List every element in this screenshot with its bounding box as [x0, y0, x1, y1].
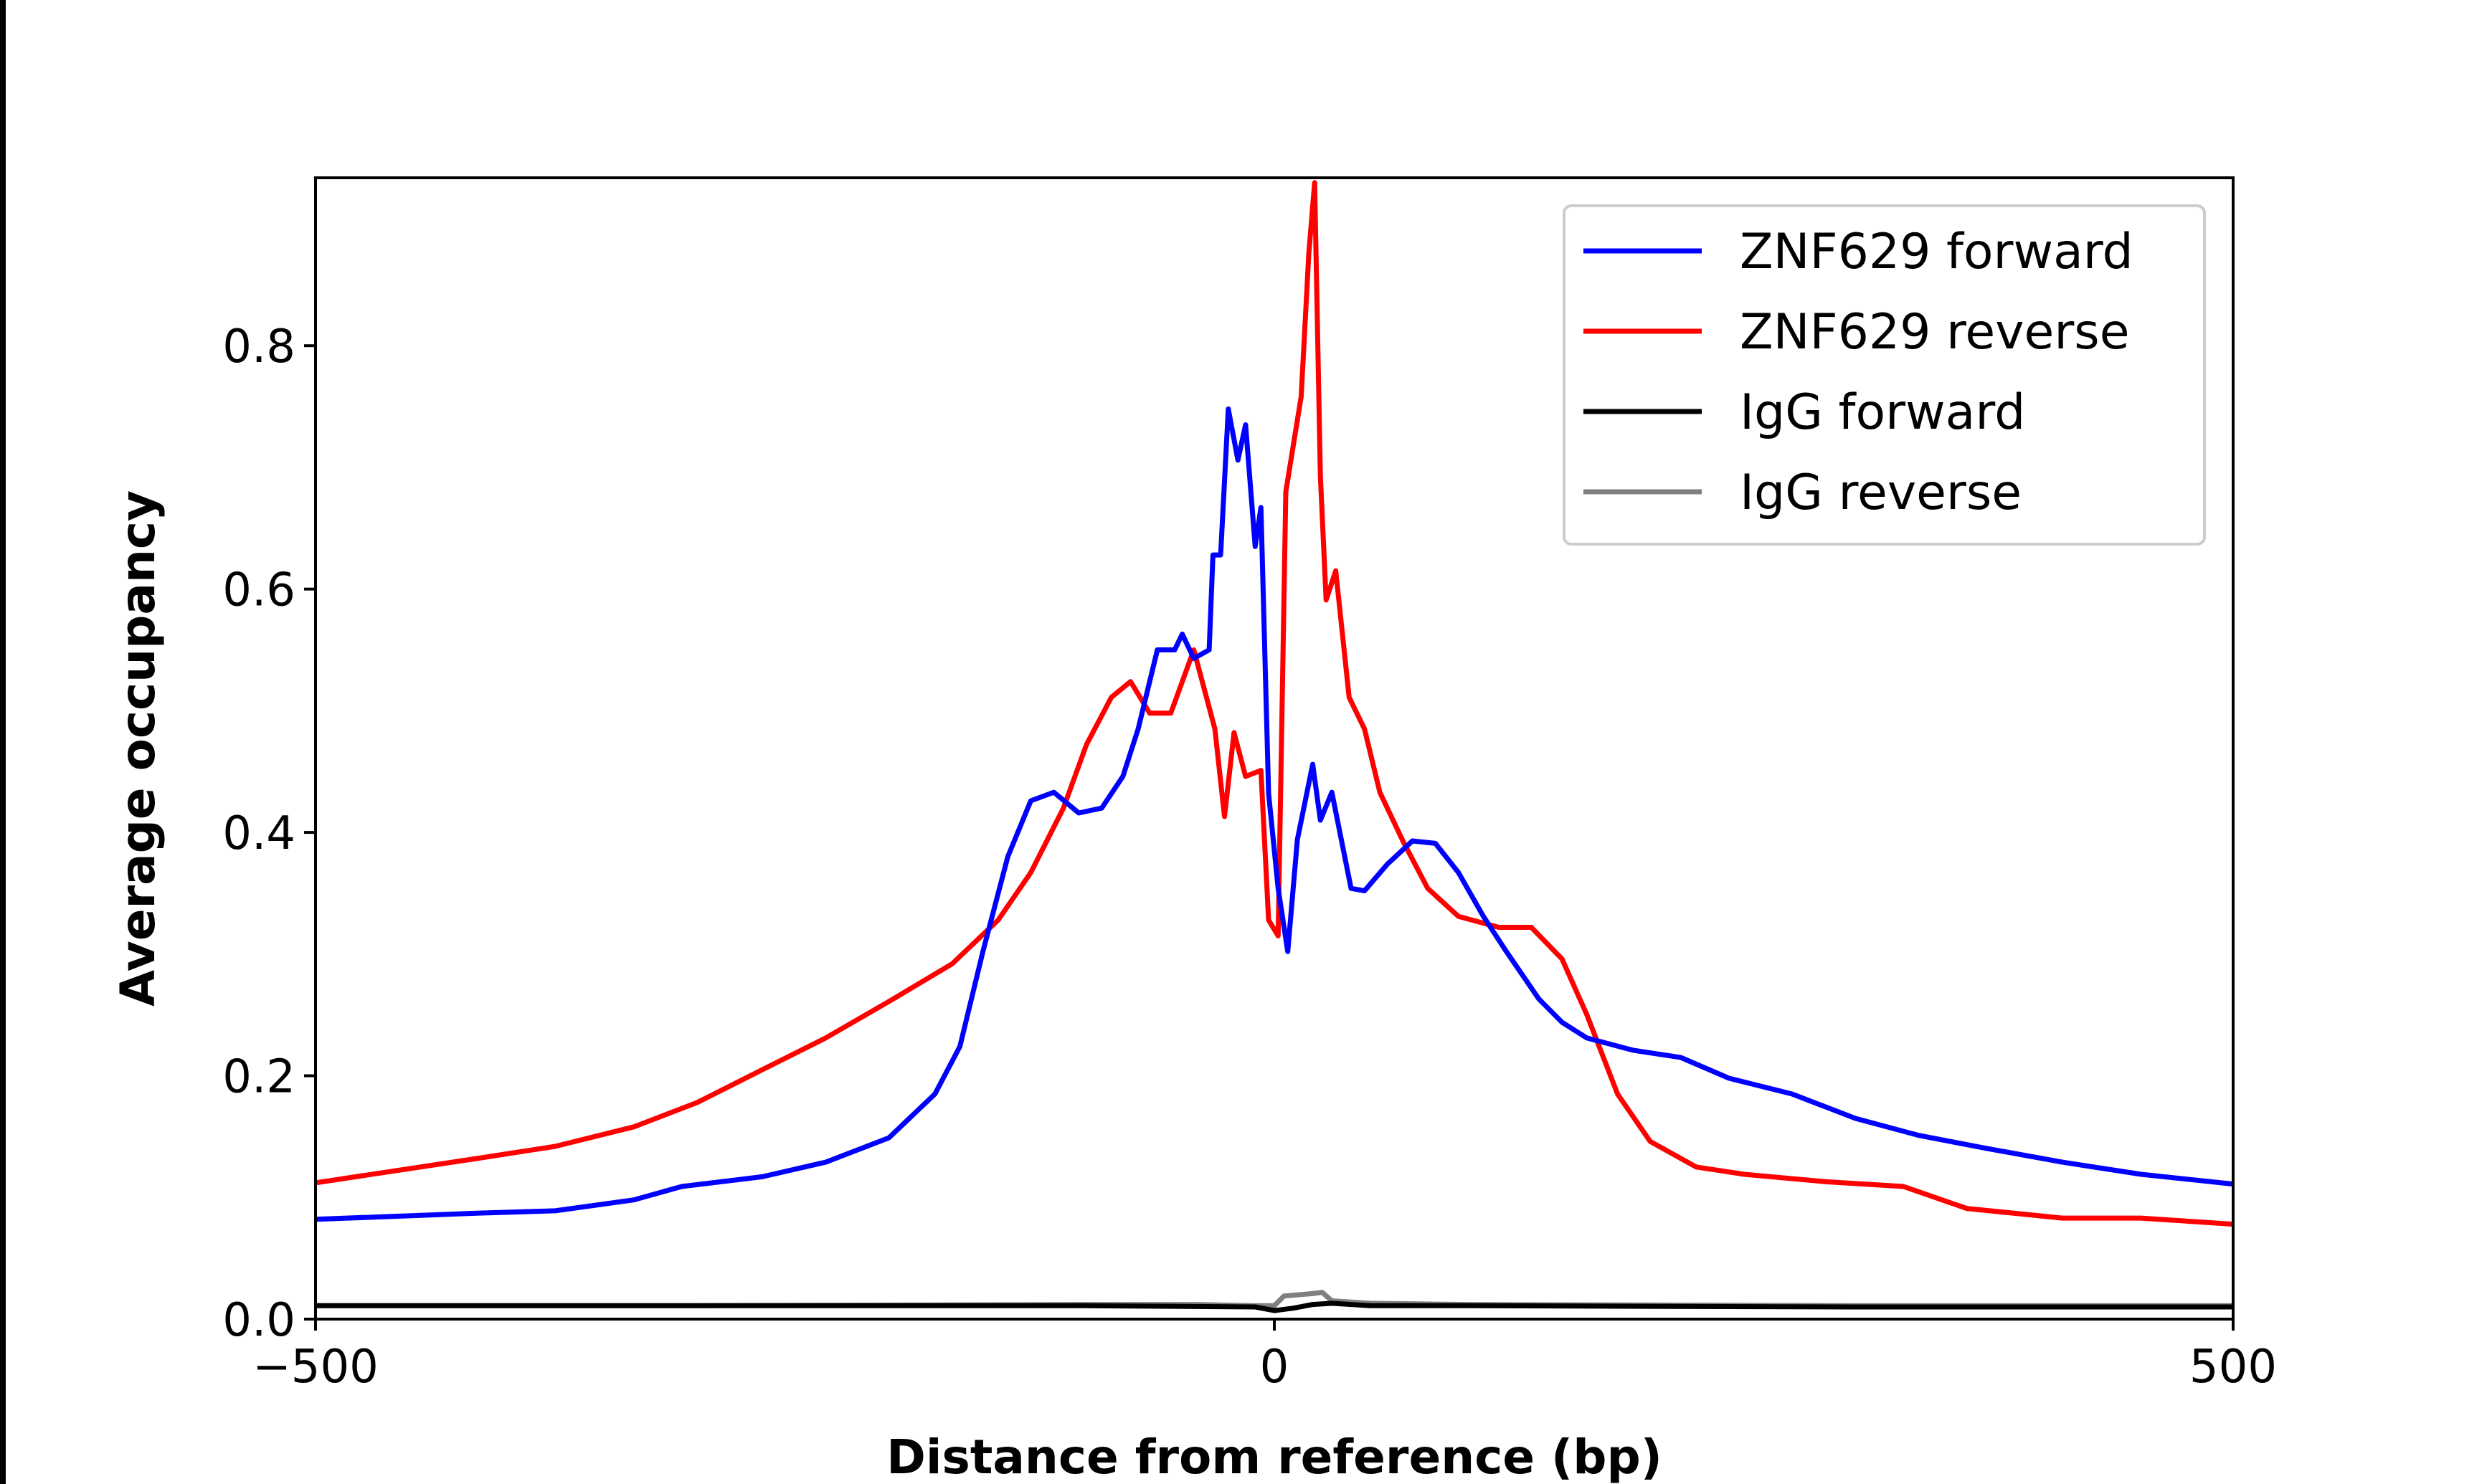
x-axis-label: Distance from reference (bp) — [886, 1430, 1662, 1484]
series-line-1 — [315, 180, 2234, 1227]
x-tick-label: 0 — [1260, 1341, 1289, 1394]
x-tick-label: 500 — [2189, 1341, 2277, 1394]
y-tick-label: 0.4 — [222, 807, 295, 860]
series-layer — [315, 180, 2234, 1313]
x-tick-label: −500 — [252, 1341, 379, 1394]
legend-label-2: IgG forward — [1740, 384, 2025, 441]
y-tick-label: 0.0 — [222, 1294, 295, 1347]
legend-label-0: ZNF629 forward — [1740, 224, 2133, 280]
y-tick-label: 0.2 — [222, 1051, 295, 1104]
series-line-0 — [315, 406, 2234, 1222]
legend-label-3: IgG reverse — [1740, 465, 2022, 521]
y-tick-label: 0.8 — [222, 320, 295, 374]
y-tick-label: 0.6 — [222, 564, 295, 617]
legend-label-1: ZNF629 reverse — [1740, 304, 2130, 361]
legend-box — [1563, 204, 2206, 546]
series-line-2 — [316, 1300, 2233, 1313]
ticks-layer: −500 0 500 0.0 0.2 0.4 0.6 0.8 — [222, 320, 2277, 1394]
y-axis-label: Average occupancy — [110, 490, 166, 1007]
left-edge-bar — [0, 0, 6, 1484]
legend: ZNF629 forward ZNF629 reverse IgG forward I… — [1563, 204, 2206, 546]
